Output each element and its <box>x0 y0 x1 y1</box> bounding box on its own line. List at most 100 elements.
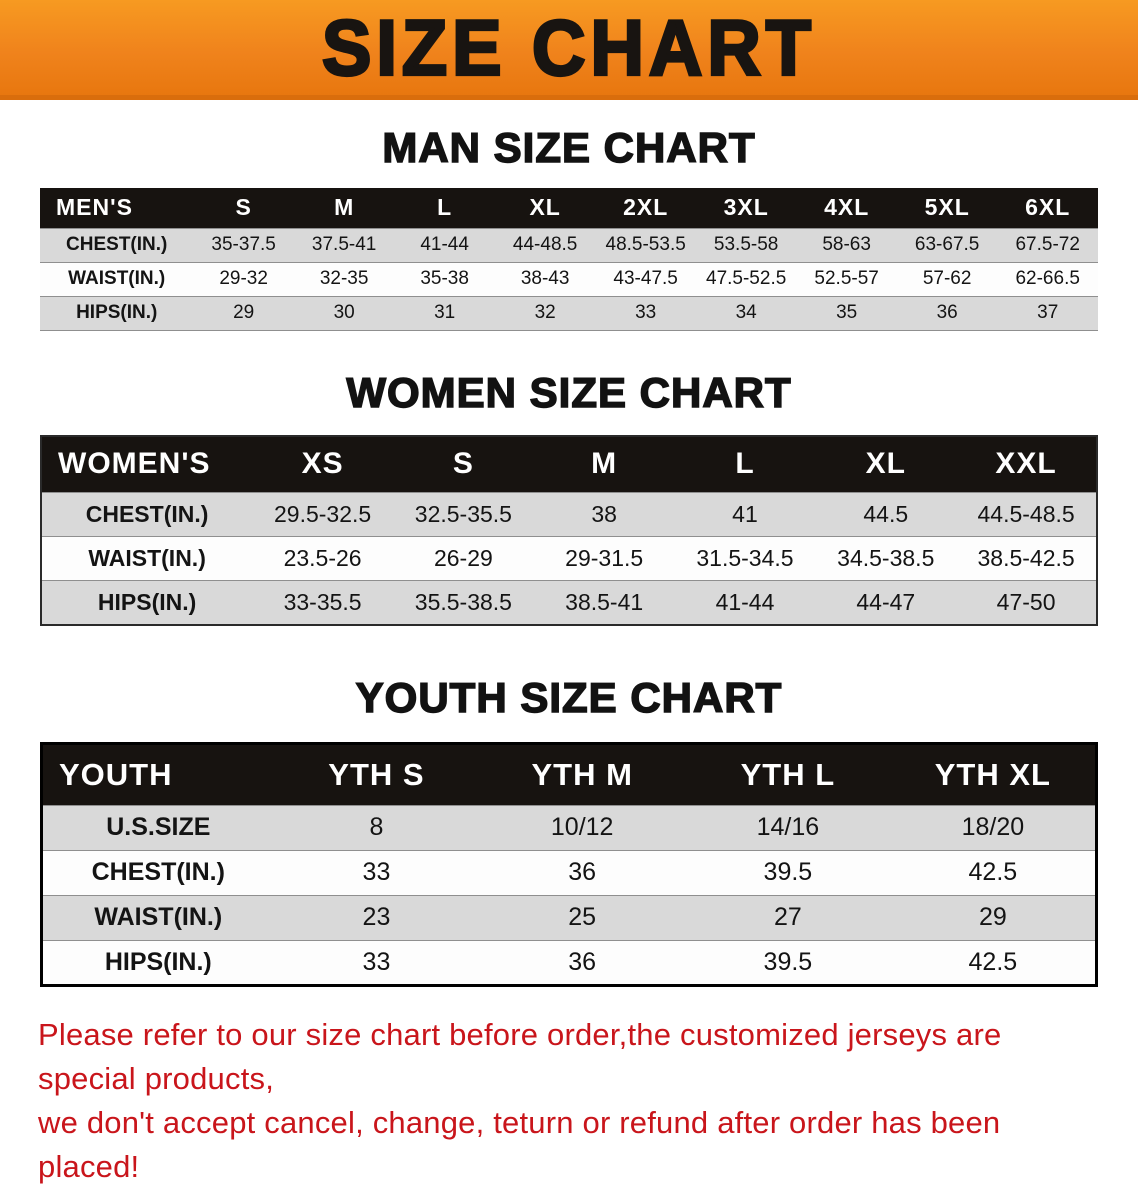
row-label: HIPS(IN.) <box>104 947 212 976</box>
size-value: 41 <box>732 501 758 527</box>
size-column-header: 3XL <box>695 188 797 228</box>
women-size-chart-section: WOMEN SIZE CHART WOMEN'S XS S M L XL XXL CHEST(… <box>0 368 1138 626</box>
size-column-header: YTH L <box>685 743 891 805</box>
table-row: CHEST(IN.) 33 36 39.5 42.5 <box>41 850 1097 895</box>
size-value: 31.5-34.5 <box>696 545 794 571</box>
size-value: 29 <box>978 903 1007 931</box>
size-column-header: 2XL <box>595 188 696 228</box>
size-value: 63-67.5 <box>914 234 980 255</box>
size-column-header: YTH XL <box>890 743 1097 805</box>
size-value: 27 <box>773 903 802 931</box>
table-title-cell: WOMEN'S <box>41 435 253 493</box>
youth-size-table: YOUTH YTH S YTH M YTH L YTH XL U.S.SIZE 8 10/12… <box>40 741 1098 987</box>
row-label: WAIST(IN.) <box>94 903 223 931</box>
size-value: 42.5 <box>968 858 1018 886</box>
size-value: 44-48.5 <box>512 234 578 255</box>
man-size-chart-section: MAN SIZE CHART MEN'S S M L XL 2XL 3XL 4XL 5XL 6XL… <box>0 123 1138 331</box>
table-row: WAIST(IN.) 23.5-26 26-29 29-31.5 31.5-34.5 34… <box>41 536 1097 581</box>
size-value: 34 <box>735 302 757 323</box>
size-column-header: XL <box>494 188 596 228</box>
women-size-table: WOMEN'S XS S M L XL XXL CHEST(IN.) 29.5-32.5 32.5… <box>40 434 1098 626</box>
size-value: 39.5 <box>763 947 813 976</box>
size-value: 33 <box>635 302 657 323</box>
size-value: 33-35.5 <box>283 588 362 615</box>
size-column-header: L <box>394 188 495 228</box>
table-row: WAIST(IN.) 29-32 32-35 35-38 38-43 43-47.5 47.… <box>40 262 1098 296</box>
women-size-chart-heading: WOMEN SIZE CHART <box>346 368 792 417</box>
size-value: 8 <box>369 813 384 841</box>
table-title-cell: MEN'S <box>40 188 194 228</box>
banner: SIZE CHART <box>0 0 1138 100</box>
footer-line-2: we don't accept cancel, change, teturn o… <box>38 1104 1001 1184</box>
size-value: 35-38 <box>420 268 469 289</box>
table-row: HIPS(IN.) 33 36 39.5 42.5 <box>41 940 1097 985</box>
size-column-header: XS <box>252 435 393 493</box>
size-value: 52.5-57 <box>814 268 879 289</box>
size-value: 26-29 <box>433 545 493 571</box>
size-column-header: 5XL <box>896 188 998 228</box>
size-value: 41-44 <box>420 234 469 255</box>
size-value: 47-50 <box>996 588 1056 615</box>
size-value: 39.5 <box>763 858 813 886</box>
size-value: 29.5-32.5 <box>273 501 372 527</box>
table-row: HIPS(IN.) 29 30 31 32 33 34 35 36 37 <box>40 296 1098 330</box>
size-value: 31 <box>434 302 456 323</box>
table-header-row: WOMEN'S XS S M L XL XXL <box>41 435 1097 493</box>
size-value: 23.5-26 <box>283 545 362 571</box>
size-column-header: S <box>193 188 294 228</box>
size-value: 33 <box>362 858 391 886</box>
size-column-header: L <box>674 435 816 493</box>
size-value: 37 <box>1037 302 1059 323</box>
size-value: 10/12 <box>550 813 614 841</box>
man-size-table: MEN'S S M L XL 2XL 3XL 4XL 5XL 6XL CHEST(IN.) 35-37… <box>40 188 1098 331</box>
size-value: 58-63 <box>822 234 871 255</box>
size-column-header: XL <box>815 435 957 493</box>
size-value: 53.5-58 <box>713 234 779 255</box>
size-value: 42.5 <box>968 947 1018 976</box>
size-value: 25 <box>568 903 597 931</box>
size-value: 18/20 <box>961 813 1025 841</box>
size-value: 29-32 <box>219 268 268 289</box>
size-column-header: 4XL <box>796 188 897 228</box>
size-column-header: M <box>293 188 395 228</box>
size-column-header: M <box>533 435 675 493</box>
size-column-header: YTH M <box>479 743 686 805</box>
size-value: 43-47.5 <box>613 268 678 289</box>
footer-note: Please refer to our size chart before or… <box>38 1013 1100 1189</box>
size-value: 30 <box>333 302 355 323</box>
man-size-chart-heading: MAN SIZE CHART <box>382 123 756 172</box>
size-value: 36 <box>568 858 597 886</box>
size-value: 38-43 <box>520 268 570 289</box>
size-value: 32-35 <box>319 268 369 289</box>
size-column-header: 6XL <box>997 188 1098 228</box>
size-value: 35.5-38.5 <box>414 588 512 615</box>
size-value: 38.5-41 <box>565 588 644 615</box>
size-value: 48.5-53.5 <box>605 234 686 255</box>
size-value: 62-66.5 <box>1015 268 1080 289</box>
row-label: HIPS(IN.) <box>76 302 158 323</box>
size-value: 35-37.5 <box>211 234 276 255</box>
table-title-cell: YOUTH <box>41 743 274 805</box>
size-value: 67.5-72 <box>1015 234 1080 255</box>
table-header-row: MEN'S S M L XL 2XL 3XL 4XL 5XL 6XL <box>40 188 1098 228</box>
size-value: 29-31.5 <box>565 545 644 571</box>
size-value: 35 <box>836 302 858 323</box>
row-label: WAIST(IN.) <box>68 268 166 289</box>
size-value: 32 <box>534 302 556 323</box>
row-label: CHEST(IN.) <box>66 234 168 255</box>
youth-size-chart-heading: YOUTH SIZE CHART <box>355 673 783 722</box>
size-value: 44-47 <box>856 588 916 615</box>
size-value: 41-44 <box>715 588 775 615</box>
footer-line-1: Please refer to our size chart before or… <box>38 1016 1002 1096</box>
size-value: 36 <box>568 947 597 976</box>
size-value: 33 <box>362 947 391 976</box>
youth-size-chart-section: YOUTH SIZE CHART YOUTH YTH S YTH M YTH L YTH… <box>0 673 1138 987</box>
size-value: 44.5 <box>863 501 909 527</box>
size-column-header: XXL <box>956 435 1097 493</box>
table-row: CHEST(IN.) 29.5-32.5 32.5-35.5 38 41 44.5 44.5… <box>41 492 1097 537</box>
size-value: 37.5-41 <box>311 234 377 255</box>
table-row: CHEST(IN.) 35-37.5 37.5-41 41-44 44-48.5 48.5… <box>40 228 1098 262</box>
row-label: CHEST(IN.) <box>91 858 225 886</box>
table-header-row: YOUTH YTH S YTH M YTH L YTH XL <box>41 743 1097 805</box>
